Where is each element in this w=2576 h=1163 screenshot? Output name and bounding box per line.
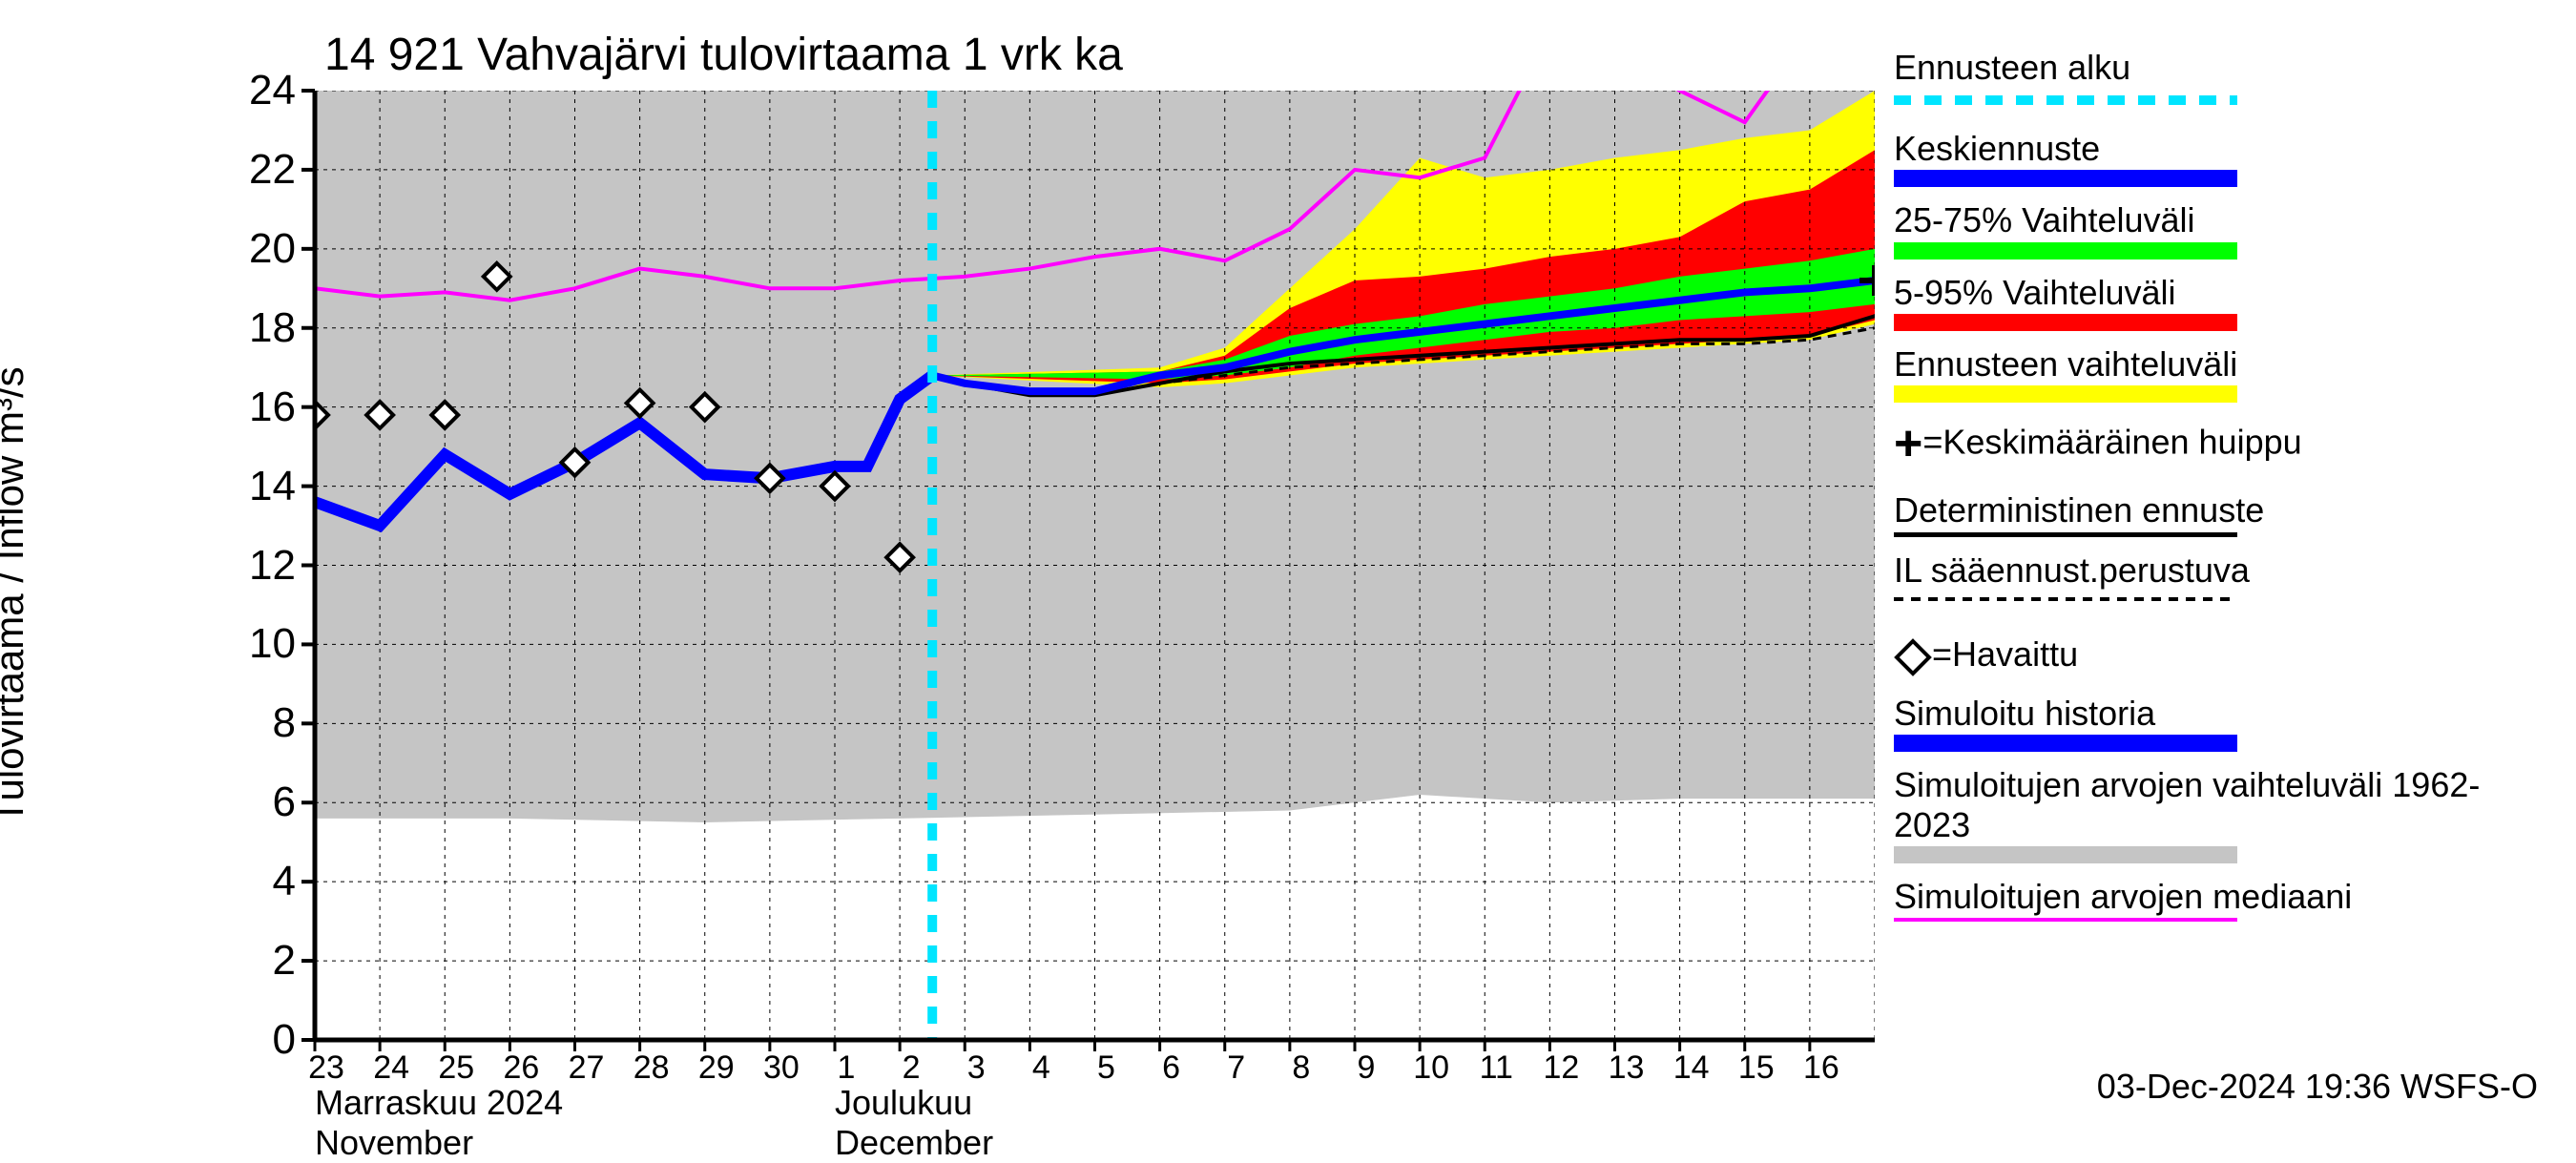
x-tick-label: 7 — [1227, 1049, 1245, 1087]
legend-deterministinen: Deterministinen ennuste — [1894, 490, 2552, 536]
y-tick-label: 14 — [172, 463, 296, 510]
x-tick-label: 16 — [1803, 1049, 1839, 1087]
legend-keski-huippu: +=Keskimääräinen huippu — [1894, 416, 2552, 473]
y-tick-label: 16 — [172, 384, 296, 431]
legend-ennusteen-vaihteluvali: Ennusteen vaihteluväli — [1894, 344, 2552, 403]
x-tick-label: 11 — [1480, 1049, 1513, 1087]
x-tick-label: 2 — [903, 1049, 921, 1087]
legend-5-95: 5-95% Vaihteluväli — [1894, 273, 2552, 331]
x-tick-label: 8 — [1292, 1049, 1310, 1087]
x-tick-label: 9 — [1358, 1049, 1376, 1087]
y-tick-label: 8 — [172, 699, 296, 747]
x-tick-label: 25 — [438, 1049, 474, 1087]
y-tick-label: 10 — [172, 620, 296, 668]
y-tick-label: 24 — [172, 67, 296, 114]
y-tick-label: 6 — [172, 779, 296, 826]
legend-swatch-5-95 — [1894, 314, 2237, 331]
x-tick-label: 29 — [698, 1049, 735, 1087]
y-tick-label: 0 — [172, 1016, 296, 1064]
x-tick-label: 10 — [1413, 1049, 1449, 1087]
chart-title: 14 921 Vahvajärvi tulovirtaama 1 vrk ka — [324, 29, 1123, 81]
y-tick-labels: 024681012141618202224 — [172, 91, 296, 1040]
y-tick-label: 18 — [172, 304, 296, 352]
legend-swatch-deterministinen — [1894, 532, 2237, 537]
legend-swatch-simuloitu-historia — [1894, 735, 2237, 752]
diamond-icon — [1894, 638, 1932, 676]
x-tick-label: 24 — [373, 1049, 409, 1087]
legend-havaittu: =Havaittu — [1894, 634, 2552, 675]
legend-swatch-25-75 — [1894, 242, 2237, 260]
legend-swatch-keskiennuste — [1894, 170, 2237, 187]
x-tick-label: 28 — [634, 1049, 670, 1087]
x-tick-label: 3 — [967, 1049, 986, 1087]
y-tick-label: 4 — [172, 858, 296, 905]
legend-25-75: 25-75% Vaihteluväli — [1894, 200, 2552, 259]
legend-swatch-il-saa — [1894, 594, 2237, 608]
legend-simuloitujen-mediaani: Simuloitujen arvojen mediaani — [1894, 877, 2552, 922]
x-tick-label: 26 — [503, 1049, 539, 1087]
x-tick-label: 14 — [1673, 1049, 1710, 1087]
legend-ennusteen-alku: Ennusteen alku — [1894, 48, 2552, 127]
legend-il-saa: IL sääennust.perustuva — [1894, 550, 2552, 630]
x-tick-labels: 232425262728293012345678910111213141516 — [315, 1049, 1875, 1088]
plus-icon: + — [1894, 416, 1922, 471]
legend-swatch-ennusteen-vaihteluvali — [1894, 385, 2237, 403]
month-label-1: Marraskuu 2024November — [315, 1083, 563, 1163]
x-tick-label: 23 — [308, 1049, 344, 1087]
x-tick-label: 12 — [1543, 1049, 1579, 1087]
legend-swatch-simuloitujen-vaihteluvali — [1894, 846, 2237, 863]
y-tick-label: 20 — [172, 225, 296, 273]
y-axis-title: Tulovirtaama / Inflow m³/s — [0, 366, 32, 823]
y-tick-label: 12 — [172, 542, 296, 590]
x-tick-label: 1 — [838, 1049, 856, 1087]
legend-simuloitu-historia: Simuloitu historia — [1894, 694, 2552, 752]
x-tick-label: 15 — [1738, 1049, 1775, 1087]
legend: Ennusteen alku Keskiennuste 25-75% Vaiht… — [1894, 48, 2552, 935]
x-tick-label: 13 — [1609, 1049, 1645, 1087]
x-tick-label: 30 — [763, 1049, 800, 1087]
legend-simuloitujen-vaihteluvali: Simuloitujen arvojen vaihteluväli 1962-2… — [1894, 765, 2552, 863]
x-tick-label: 6 — [1162, 1049, 1180, 1087]
month-label-2: JoulukuuDecember — [835, 1083, 993, 1163]
plot-area — [315, 91, 1875, 1040]
y-tick-label: 2 — [172, 937, 296, 985]
x-tick-label: 27 — [569, 1049, 605, 1087]
legend-swatch-simuloitujen-mediaani — [1894, 918, 2237, 922]
timestamp: 03-Dec-2024 19:36 WSFS-O — [2097, 1067, 2538, 1107]
legend-keskiennuste: Keskiennuste — [1894, 129, 2552, 187]
y-tick-label: 22 — [172, 146, 296, 194]
legend-swatch-ennusteen-alku — [1894, 92, 2237, 105]
x-tick-label: 4 — [1032, 1049, 1050, 1087]
x-tick-label: 5 — [1097, 1049, 1115, 1087]
